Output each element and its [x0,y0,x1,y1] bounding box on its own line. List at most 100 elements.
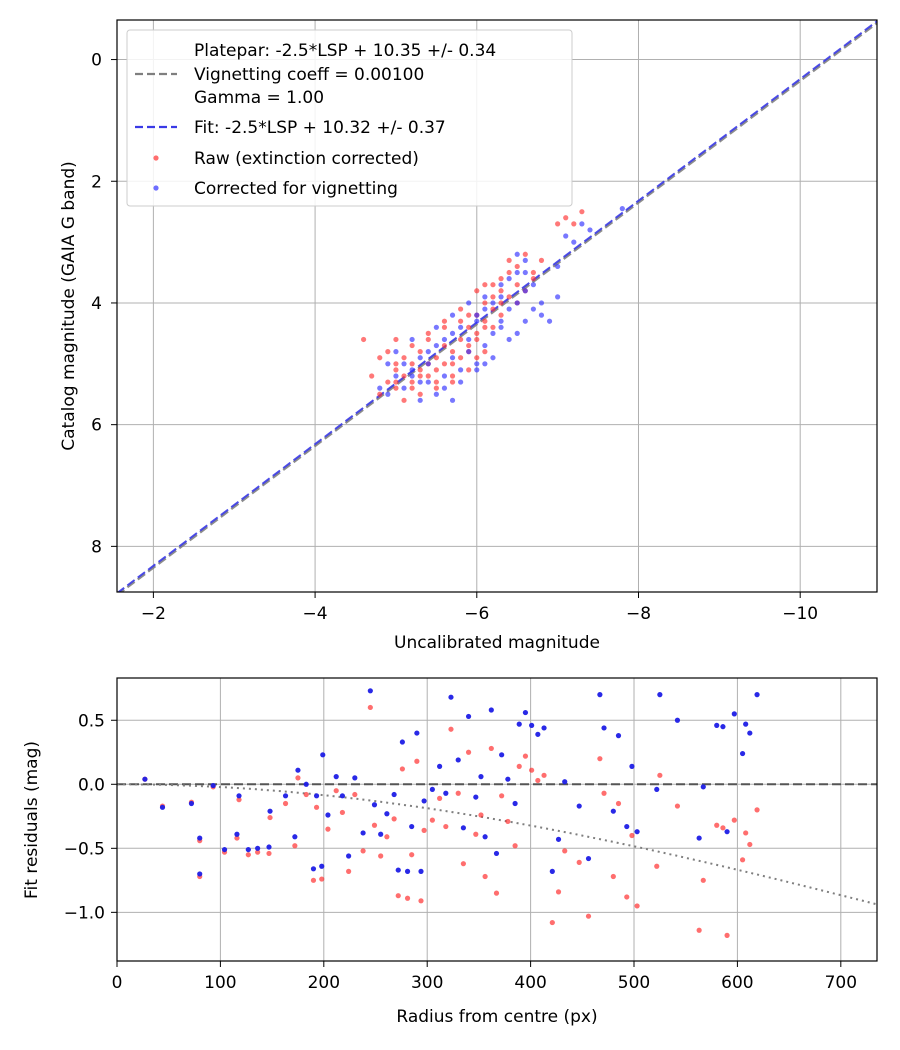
corrected-point [401,385,407,391]
corrected-point [482,361,488,367]
raw-residual-point [310,877,317,883]
raw-residual-point [576,859,582,865]
top-x-tick-label: −8 [626,604,651,624]
corrected-point [546,318,553,324]
bottom-x-axis-label: Radius from centre (px) [396,1007,597,1027]
corrected-residual-point [378,831,384,837]
raw-point [393,367,399,373]
corrected-residual-point [333,774,339,780]
corrected-point [571,239,577,245]
raw-residual-point [634,903,640,909]
corrected-residual-point [325,812,331,818]
corrected-point [514,300,520,306]
raw-point [385,379,391,385]
corrected-residual-point [460,825,466,831]
corrected-residual-point [234,831,240,837]
raw-residual-point [319,876,325,882]
raw-residual-point [505,818,511,825]
corrected-point [506,306,512,312]
corrected-residual-point [142,776,148,782]
legend-platepar-label: Platepar: -2.5*LSP + 10.35 +/- 0.34 [194,41,496,61]
bottom-panel: 0 100 200 300 400 500 600 700 0.5 0.0 −0.5 −1.0 Ra… [22,677,878,1027]
corrected-residual-point [352,775,358,781]
bottom-x-tick-label: 400 [514,973,546,993]
bottom-x-tick-label: 100 [204,973,236,993]
top-reference-lines [117,20,877,592]
corrected-point [482,306,488,312]
raw-point [466,324,472,330]
corrected-residual-point [674,717,681,723]
raw-point [433,367,439,373]
raw-residual-point [267,814,273,821]
corrected-residual-point [448,694,454,700]
corrected-point [449,330,456,336]
legend-gamma-label: Gamma = 1.00 [194,88,324,108]
corrected-residual-point [629,763,635,769]
corrected-point [579,221,585,227]
corrected-residual-point [615,733,622,739]
corrected-point [538,312,545,318]
platepar-line [119,22,877,592]
corrected-point [522,269,528,276]
raw-residual-point [478,812,484,818]
bottom-x-tick-label: 700 [825,973,857,993]
corrected-point [522,318,528,324]
raw-residual-point [743,830,749,836]
raw-point [506,294,512,300]
raw-residual-point [282,800,289,807]
corrected-residual-point [714,722,720,728]
raw-residual-point [266,850,272,857]
corrected-residual-point [399,739,405,745]
raw-residual-point [325,826,331,832]
corrected-residual-point [610,808,616,814]
raw-point [409,361,415,367]
corrected-point [514,251,520,257]
corrected-point [474,367,480,373]
corrected-point [555,294,561,300]
bottom-scatter-points [142,688,760,938]
raw-residual-point [585,913,592,919]
corrected-residual-point [549,868,555,874]
corrected-point [587,227,593,233]
raw-residual-point [409,852,415,858]
top-y-tick-label: 6 [91,416,102,436]
raw-point [449,379,456,385]
raw-point [441,324,448,330]
raw-residual-point [399,766,405,772]
corrected-point [417,355,423,361]
corrected-point [433,391,439,397]
raw-residual-point [601,790,607,796]
corrected-point [498,294,504,300]
corrected-residual-point [488,707,494,713]
top-axes-frame [116,19,878,593]
raw-residual-point [378,853,384,859]
raw-point [458,355,464,361]
raw-residual-point [360,848,366,854]
raw-residual-point [522,753,529,759]
raw-residual-point [303,791,309,798]
legend-vignetting-label: Vignetting coeff = 0.00100 [194,65,424,85]
corrected-residual-point [743,721,749,727]
corrected-point [417,379,423,385]
raw-residual-point [535,777,541,784]
corrected-residual-point [720,724,726,730]
corrected-residual-point [320,752,326,758]
top-x-tick-label: −2 [141,604,166,624]
raw-residual-point [395,893,401,899]
corrected-residual-point [245,846,251,853]
legend: Platepar: -2.5*LSP + 10.35 +/- 0.34 Vign… [126,29,573,207]
vignetting-model-curve [117,783,877,906]
corrected-residual-point [391,791,397,798]
corrected-point [393,349,399,355]
corrected-residual-point [421,798,427,804]
legend-corrected-label: Corrected for vignetting [194,179,398,199]
corrected-point [417,397,423,403]
corrected-residual-point [384,811,390,817]
corrected-residual-point [478,774,484,780]
corrected-point [425,361,431,367]
raw-point [466,312,472,318]
bottom-reference-lines [117,783,877,906]
raw-residual-point [482,873,488,880]
raw-point [441,342,448,349]
corrected-residual-point [267,808,273,814]
